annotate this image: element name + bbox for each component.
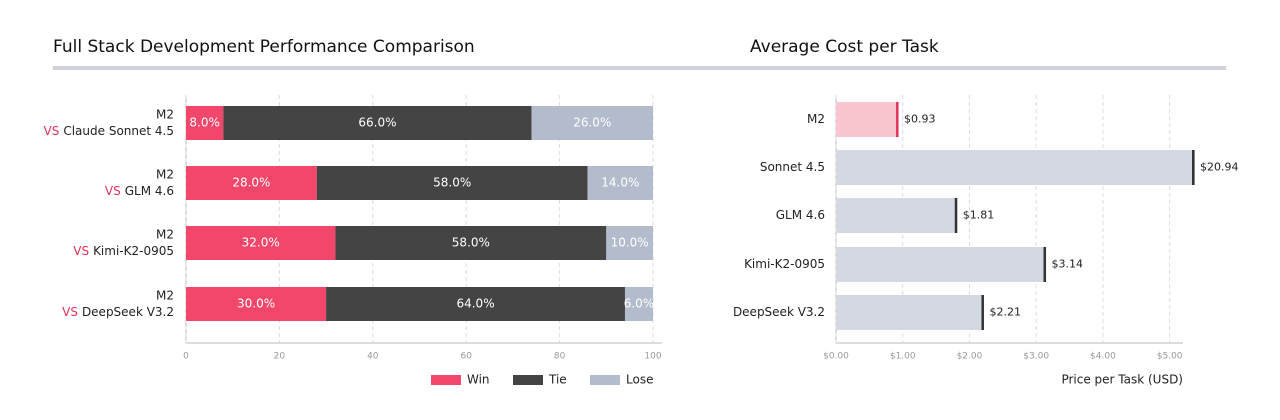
- bar-segment: [316, 166, 588, 200]
- legend-label: Tie: [548, 373, 567, 387]
- value-label: 30.0%: [237, 297, 275, 311]
- x-tick-label: 60: [460, 352, 472, 362]
- bar-cap: [1043, 247, 1047, 282]
- bar: [836, 295, 984, 330]
- bar-segment: [624, 287, 653, 321]
- x-tick-label: 20: [274, 352, 286, 362]
- value-label: $20.94: [1200, 161, 1239, 174]
- bar-segment: [606, 226, 653, 260]
- legend-swatch: [513, 375, 543, 385]
- chart-title: Average Cost per Task: [750, 37, 939, 57]
- value-label: $3.14: [1052, 258, 1084, 271]
- value-label: 10.0%: [611, 236, 649, 250]
- x-tick-label: $1.00: [890, 352, 916, 362]
- value-label: 66.0%: [358, 116, 396, 130]
- legend-label: Win: [467, 373, 490, 387]
- value-label: 64.0%: [456, 297, 494, 311]
- legend-swatch: [590, 375, 620, 385]
- value-label: 8.0%: [189, 116, 220, 130]
- opponent-label: DeepSeek V3.2: [82, 305, 174, 319]
- category-label: VS DeepSeek V3.2: [62, 305, 174, 319]
- bar-segment: [186, 226, 336, 260]
- x-tick-label: $5.00: [1157, 352, 1183, 362]
- bar-cap: [954, 198, 958, 233]
- value-label: 14.0%: [601, 176, 639, 190]
- vs-label: VS: [62, 305, 78, 319]
- x-tick-label: $2.00: [957, 352, 983, 362]
- bar-cap: [896, 102, 899, 137]
- bar-segment: [326, 287, 625, 321]
- value-label: 28.0%: [232, 176, 270, 190]
- legend-label: Lose: [626, 373, 653, 387]
- vs-label: VS: [73, 244, 89, 258]
- x-tick-label: 40: [367, 352, 379, 362]
- bar-segment: [335, 226, 607, 260]
- value-label: $0.93: [904, 113, 936, 126]
- category-label: GLM 4.6: [776, 208, 825, 222]
- category-label: M2: [156, 289, 174, 303]
- category-label: M2: [156, 228, 174, 242]
- vs-label: VS: [105, 184, 121, 198]
- x-tick-label: $3.00: [1023, 352, 1049, 362]
- opponent-label: Kimi-K2-0905: [93, 244, 174, 258]
- category-label: Kimi-K2-0905: [744, 257, 825, 271]
- bar-segment: [186, 166, 317, 200]
- bar: [836, 247, 1046, 282]
- x-axis-label: Price per Task (USD): [1061, 373, 1183, 387]
- opponent-label: GLM 4.6: [125, 184, 174, 198]
- chart-title: Full Stack Development Performance Compa…: [53, 37, 475, 57]
- x-tick-label: 80: [554, 352, 566, 362]
- bar-segment: [186, 287, 327, 321]
- category-label: DeepSeek V3.2: [733, 305, 825, 319]
- bar-cap: [981, 295, 984, 330]
- category-label: VS Kimi-K2-0905: [73, 244, 174, 258]
- bar: [836, 150, 1195, 185]
- x-tick-label: 100: [644, 352, 661, 362]
- category-label: Sonnet 4.5: [760, 160, 825, 174]
- legend-swatch: [431, 375, 461, 385]
- value-label: $2.21: [989, 306, 1021, 319]
- value-label: 32.0%: [242, 236, 280, 250]
- value-label: 58.0%: [433, 176, 471, 190]
- bar-cap: [1192, 150, 1195, 185]
- opponent-label: Claude Sonnet 4.5: [63, 124, 174, 138]
- category-label: M2: [156, 168, 174, 182]
- vs-label: VS: [44, 124, 60, 138]
- category-label: VS GLM 4.6: [105, 184, 174, 198]
- category-label: M2: [156, 108, 174, 122]
- value-label: 6.0%: [624, 297, 655, 311]
- title-rule: [53, 66, 1226, 70]
- bar-segment: [186, 106, 224, 140]
- bar-segment: [587, 166, 653, 200]
- x-tick-label: $4.00: [1090, 352, 1116, 362]
- bar-segment: [223, 106, 532, 140]
- bar: [836, 102, 899, 137]
- value-label: 26.0%: [573, 116, 611, 130]
- value-label: 58.0%: [452, 236, 490, 250]
- category-label: M2: [807, 112, 825, 126]
- bar: [836, 198, 957, 233]
- category-label: VS Claude Sonnet 4.5: [44, 124, 174, 138]
- value-label: $1.81: [963, 209, 995, 222]
- x-tick-label: 0: [183, 352, 189, 362]
- bar-segment: [531, 106, 653, 140]
- x-tick-label: $0.00: [823, 352, 849, 362]
